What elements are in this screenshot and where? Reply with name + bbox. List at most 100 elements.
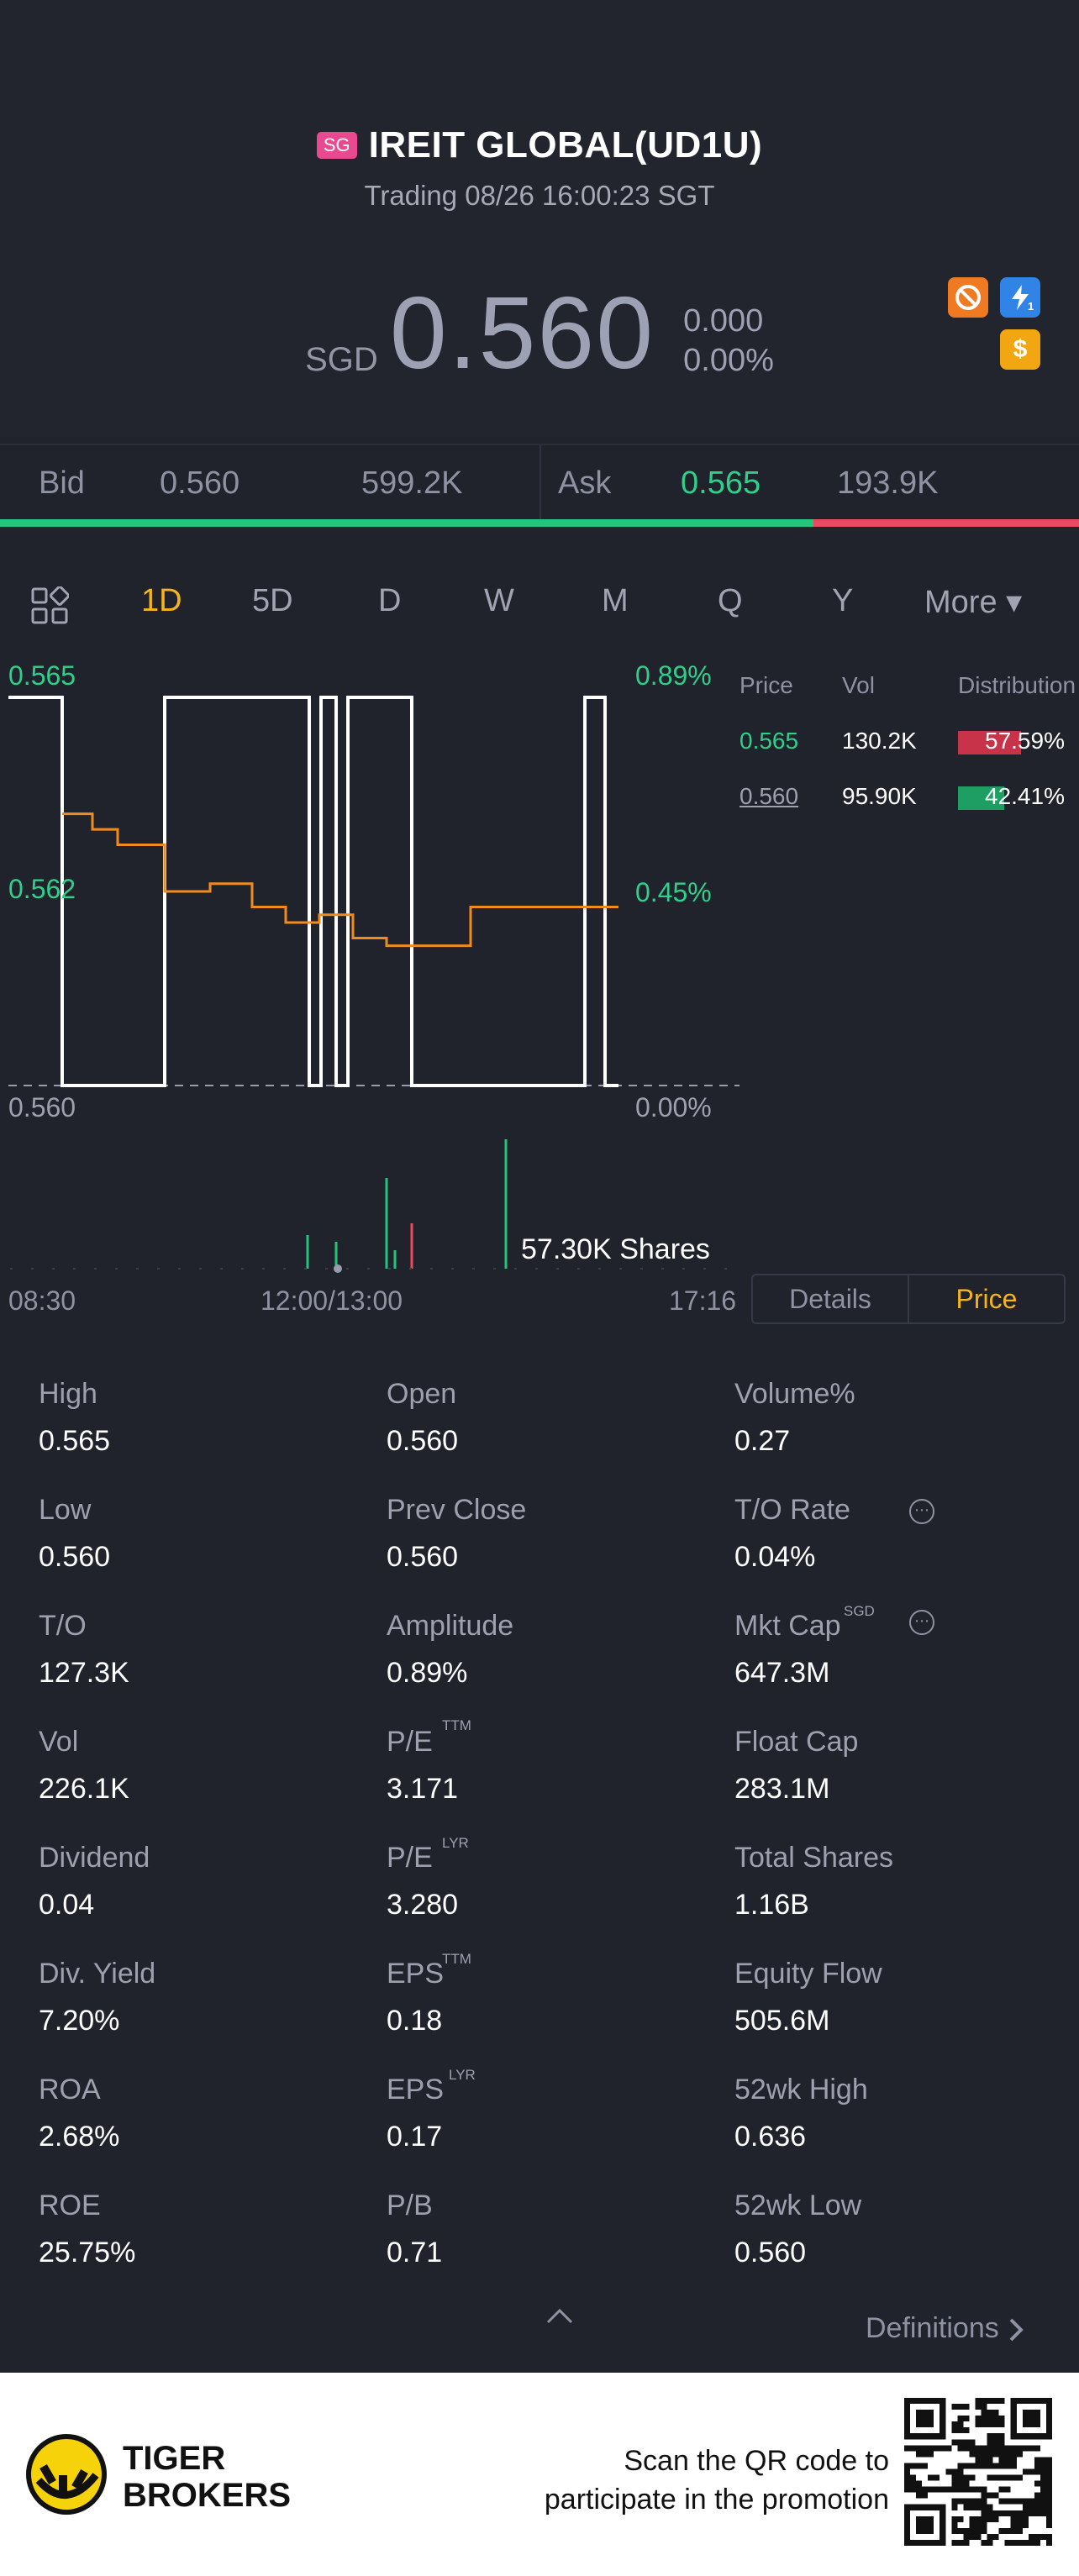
- tab-1d[interactable]: 1D: [141, 583, 182, 618]
- price-change-pct: 0.00%: [683, 343, 774, 378]
- stat-label: P/B: [387, 2190, 433, 2221]
- currency-label: SGD: [305, 341, 378, 378]
- bid-label: Bid: [39, 465, 85, 501]
- tab-d[interactable]: D: [378, 583, 402, 618]
- stat-label: Prev Close: [387, 1494, 527, 1526]
- definitions-label: Definitions: [866, 2312, 999, 2344]
- intraday-chart[interactable]: [0, 0, 756, 1311]
- bid-strength-bar: [0, 519, 814, 527]
- stat-value: 0.04%: [734, 1541, 816, 1573]
- right-tick-mid: 0.45%: [635, 877, 712, 907]
- stat-label: P/E: [387, 1726, 433, 1758]
- stat-value: 25.75%: [39, 2237, 136, 2268]
- stat-value: 0.71: [387, 2237, 443, 2268]
- stat-label: Mkt Cap: [734, 1610, 841, 1642]
- ob-distribution: 42.41%: [985, 783, 1065, 809]
- stat-label: EPS: [387, 1958, 445, 1990]
- stock-title: IREIT GLOBAL(UD1U): [368, 124, 763, 166]
- definitions-link[interactable]: Definitions: [866, 2312, 1025, 2345]
- time-end: 17:16: [669, 1285, 737, 1316]
- stat-value: 0.89%: [387, 1657, 468, 1689]
- promo-text: Scan the QR code to participate in the p…: [545, 2442, 889, 2519]
- tab-q[interactable]: Q: [718, 583, 743, 618]
- tab-more[interactable]: More ▾: [924, 585, 1023, 620]
- tiger-brokers-logo: [26, 2434, 107, 2515]
- bid-volume: 599.2K: [361, 465, 463, 501]
- stat-value: 1.16B: [734, 1889, 809, 1921]
- promo-qr-code[interactable]: [904, 2398, 1052, 2546]
- stat-label: T/O Rate: [734, 1494, 850, 1526]
- stat-value: 3.280: [387, 1889, 459, 1921]
- stat-value: 127.3K: [39, 1657, 129, 1689]
- ob-distribution-bar: [958, 786, 1005, 810]
- stat-value: 0.560: [387, 1541, 459, 1573]
- details-price-toggle: Details Price: [751, 1274, 1066, 1324]
- ob-price: 0.565: [740, 728, 799, 754]
- promo-line-2: participate in the promotion: [544, 2484, 889, 2516]
- mkt-cap-info-icon[interactable]: ⋯: [909, 1610, 934, 1635]
- tab-m[interactable]: M: [602, 583, 629, 618]
- ask-strength-bar: [813, 519, 1079, 527]
- stat-label: ROE: [39, 2190, 101, 2221]
- stat-value: 0.636: [734, 2121, 807, 2153]
- stat-label: 52wk High: [734, 2074, 868, 2105]
- stat-value: 0.560: [387, 1425, 459, 1457]
- tab-5d[interactable]: 5D: [252, 583, 293, 618]
- stat-label: T/O: [39, 1610, 87, 1642]
- price-tab[interactable]: Price: [908, 1275, 1064, 1322]
- left-tick-mid: 0.562: [8, 874, 76, 904]
- pe-lyr-sup: LYR: [442, 1835, 469, 1851]
- stat-value: 2.68%: [39, 2121, 120, 2153]
- brand-line-2: BROKERS: [123, 2477, 292, 2514]
- stat-label: Float Cap: [734, 1726, 859, 1758]
- collapse-chevron-up-icon[interactable]: [543, 2305, 576, 2326]
- price-row: SGD 0.560 0.000 0.00%: [0, 281, 1079, 384]
- stat-value: 0.04: [39, 1889, 95, 1921]
- ob-distribution: 57.59%: [985, 728, 1065, 754]
- dollar-icon[interactable]: $: [1000, 329, 1040, 370]
- stat-label: Open: [387, 1378, 457, 1410]
- no-margin-icon[interactable]: [948, 277, 988, 318]
- stat-value: 505.6M: [734, 2005, 830, 2037]
- bid-ask-divider: [540, 445, 541, 523]
- market-badge: SG: [316, 132, 357, 159]
- right-tick-top: 0.89%: [635, 660, 712, 691]
- change-col: 0.000 0.00%: [683, 303, 774, 379]
- chart-layout-icon[interactable]: [30, 586, 70, 633]
- promo-line-1: Scan the QR code to: [624, 2445, 889, 2477]
- brand-name: TIGER BROKERS: [123, 2440, 291, 2514]
- stat-label: 52wk Low: [734, 2190, 862, 2221]
- trading-status: Trading 08/26 16:00:23 SGT: [364, 180, 715, 211]
- stat-label: Volume%: [734, 1378, 855, 1410]
- tab-w[interactable]: W: [484, 583, 514, 618]
- stat-label: Low: [39, 1494, 92, 1526]
- tab-y[interactable]: Y: [832, 583, 854, 618]
- chevron-right-icon: [1009, 2318, 1024, 2342]
- eps-ttm-sup: TTM: [442, 1951, 471, 1967]
- bid-ask-bar: Bid 0.560 599.2K Ask 0.565 193.9K: [0, 444, 1079, 523]
- stat-value: 647.3M: [734, 1657, 830, 1689]
- ob-distribution-bar: [958, 731, 1021, 754]
- stat-label: Equity Flow: [734, 1958, 882, 1990]
- volume-label: 57.30K Shares: [521, 1233, 710, 1265]
- ask-label: Ask: [558, 465, 612, 501]
- to-rate-info-icon[interactable]: ⋯: [909, 1499, 934, 1524]
- promo-footer: TIGER BROKERS Scan the QR code to partic…: [0, 2373, 1079, 2576]
- stat-label: Total Shares: [734, 1842, 893, 1874]
- details-tab[interactable]: Details: [789, 1284, 871, 1314]
- price-line-avg: [62, 812, 618, 948]
- price-change: 0.000: [683, 303, 764, 339]
- ob-price: 0.560: [740, 783, 799, 809]
- pe-ttm-sup: TTM: [442, 1717, 471, 1733]
- stat-value: 3.171: [387, 1773, 459, 1805]
- period-tabs: 1D 5D D W M Q Y More ▾: [0, 571, 1079, 639]
- svg-text:1: 1: [1028, 300, 1034, 313]
- header: [0, 0, 1079, 437]
- price-line-white: [8, 696, 618, 1087]
- time-start: 08:30: [8, 1285, 76, 1316]
- flash-1-icon[interactable]: 1: [1000, 277, 1040, 318]
- stat-value: 0.560: [39, 1541, 111, 1573]
- stat-label: ROA: [39, 2074, 101, 2105]
- brand-line-1: TIGER: [123, 2440, 226, 2477]
- ob-volume: 130.2K: [842, 728, 917, 754]
